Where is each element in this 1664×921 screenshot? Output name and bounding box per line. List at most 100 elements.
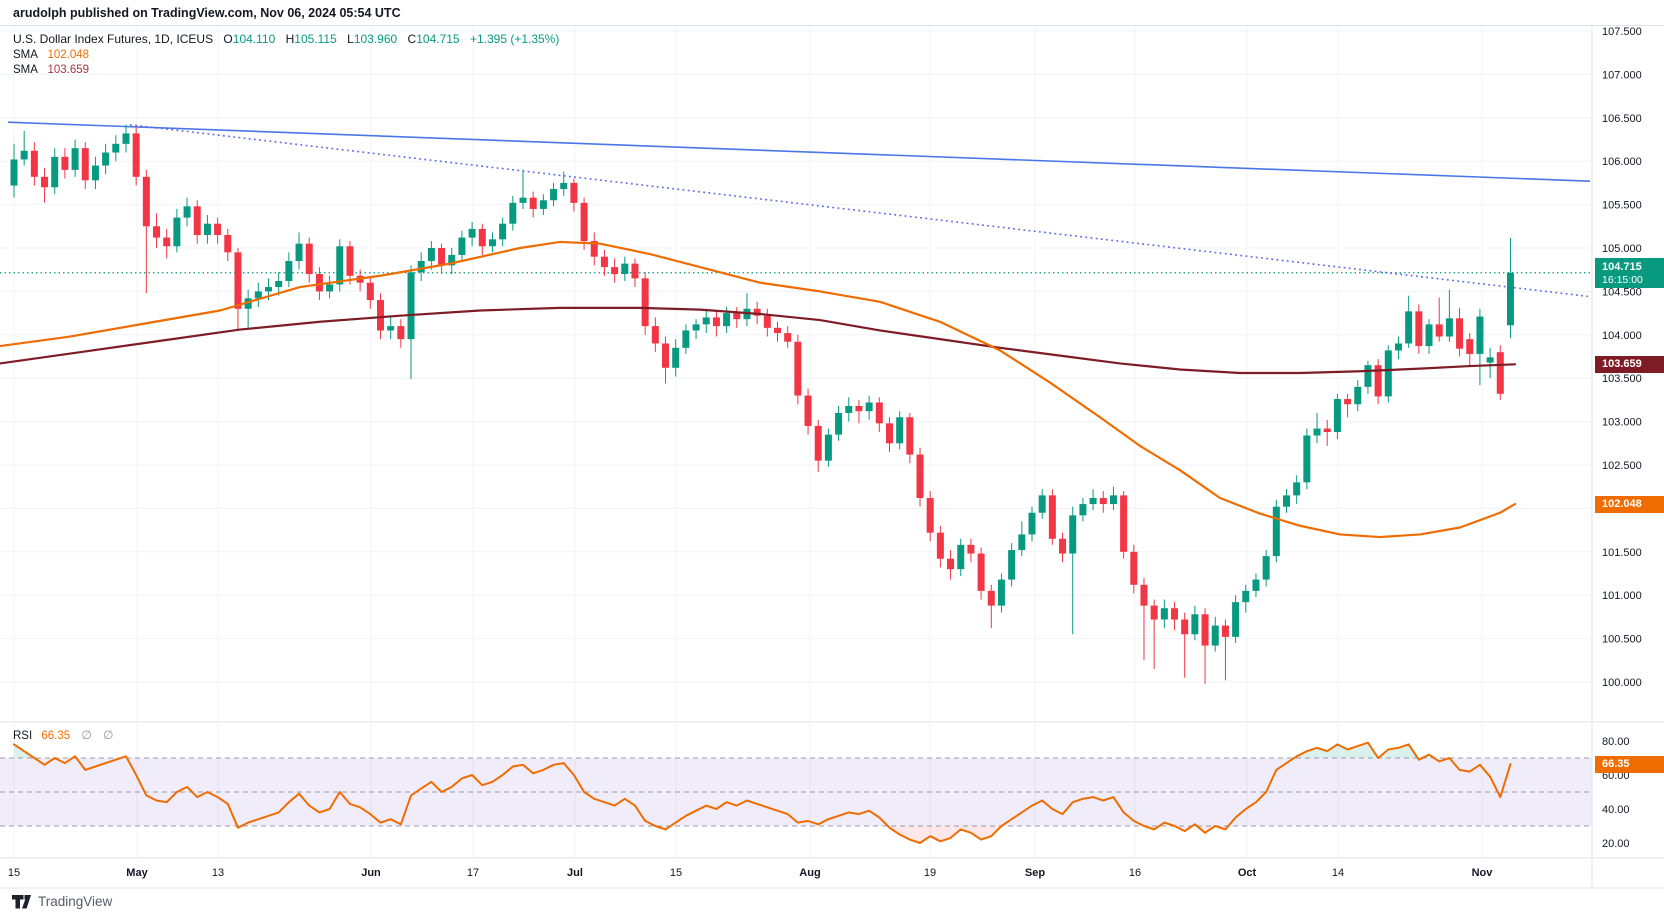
candle[interactable] [1150, 599, 1158, 669]
candle[interactable] [600, 249, 608, 276]
candle[interactable] [295, 232, 303, 270]
candle[interactable] [81, 142, 89, 189]
candle[interactable] [875, 397, 883, 433]
candle[interactable] [763, 308, 771, 337]
candle[interactable] [1333, 393, 1341, 439]
candle[interactable] [346, 241, 354, 285]
candle[interactable] [1201, 608, 1209, 684]
candle[interactable] [1506, 238, 1514, 339]
candle[interactable] [987, 584, 995, 629]
candle[interactable] [1496, 345, 1504, 400]
candle[interactable] [997, 573, 1005, 613]
candle[interactable] [712, 310, 720, 337]
candle[interactable] [305, 237, 313, 283]
candle[interactable] [519, 169, 527, 209]
candle[interactable] [1262, 550, 1270, 587]
candle[interactable] [438, 243, 446, 275]
candle[interactable] [977, 547, 985, 600]
tradingview-logo[interactable]: TradingView [12, 894, 112, 909]
sma-slow-line[interactable] [0, 306, 1517, 375]
candle[interactable] [1109, 486, 1117, 511]
candle[interactable] [1415, 304, 1423, 354]
candle[interactable] [417, 252, 425, 281]
candle[interactable] [163, 228, 171, 259]
candle[interactable] [743, 293, 751, 327]
candle[interactable] [1405, 295, 1413, 348]
candle[interactable] [539, 194, 547, 216]
candle[interactable] [1486, 347, 1494, 379]
candle[interactable] [651, 317, 659, 353]
candle[interactable] [733, 307, 741, 328]
candle[interactable] [1456, 307, 1464, 357]
candle[interactable] [1191, 605, 1199, 641]
candle[interactable] [30, 142, 38, 186]
candle[interactable] [1221, 619, 1229, 681]
candle[interactable] [936, 525, 944, 568]
symbol-title[interactable]: U.S. Dollar Index Futures, 1D, ICEUS [13, 32, 214, 46]
candle[interactable] [1466, 333, 1474, 366]
candle[interactable] [662, 336, 670, 384]
candle[interactable] [254, 282, 262, 308]
candle[interactable] [41, 168, 49, 203]
candle[interactable] [244, 289, 252, 328]
candle[interactable] [529, 191, 537, 218]
candle[interactable] [672, 339, 680, 377]
candle[interactable] [427, 241, 435, 270]
candle[interactable] [275, 272, 283, 296]
candle[interactable] [824, 428, 832, 467]
candle[interactable] [1059, 532, 1067, 563]
candle[interactable] [1069, 506, 1077, 635]
candle[interactable] [1476, 308, 1484, 386]
candle[interactable] [896, 411, 904, 450]
candle[interactable] [814, 419, 822, 472]
candle[interactable] [387, 317, 395, 340]
candle[interactable] [51, 148, 59, 195]
candle[interactable] [1099, 491, 1107, 513]
candle[interactable] [448, 248, 456, 275]
candle[interactable] [845, 397, 853, 422]
candle[interactable] [1038, 489, 1046, 519]
candle[interactable] [1232, 595, 1240, 643]
candle[interactable] [468, 221, 476, 247]
candle[interactable] [1028, 506, 1036, 542]
candle[interactable] [1293, 475, 1301, 505]
candle[interactable] [926, 491, 934, 542]
candle[interactable] [550, 182, 558, 207]
candle[interactable] [1344, 393, 1352, 418]
candle[interactable] [580, 197, 588, 250]
candle[interactable] [641, 272, 649, 335]
candle[interactable] [142, 169, 150, 294]
candle[interactable] [478, 223, 486, 255]
candle[interactable] [1242, 584, 1250, 613]
sma-fast-label[interactable]: SMA [13, 49, 38, 61]
candle[interactable] [774, 321, 781, 342]
candle[interactable] [1283, 489, 1290, 513]
candle[interactable] [1384, 345, 1392, 403]
candle[interactable] [397, 319, 405, 348]
candle[interactable] [203, 215, 211, 244]
sma-fast-line[interactable] [0, 240, 1517, 539]
candle[interactable] [1130, 544, 1138, 594]
candle[interactable] [214, 217, 222, 244]
candle[interactable] [1089, 489, 1097, 511]
candle[interactable] [1323, 419, 1331, 446]
candle[interactable] [153, 213, 161, 248]
candle[interactable] [173, 208, 181, 253]
rsi-label[interactable]: RSI [13, 730, 33, 742]
candle[interactable] [193, 200, 201, 244]
candle[interactable] [1313, 412, 1321, 444]
candle[interactable] [285, 252, 293, 288]
candle[interactable] [1425, 319, 1433, 354]
candle[interactable] [326, 275, 334, 299]
candle[interactable] [1374, 359, 1382, 405]
candle[interactable] [61, 148, 69, 179]
candle[interactable] [682, 324, 690, 354]
candle[interactable] [499, 217, 507, 247]
candle[interactable] [1445, 289, 1453, 342]
candle[interactable] [336, 239, 344, 292]
candle[interactable] [794, 334, 802, 405]
sma-slow-label[interactable]: SMA [13, 64, 38, 76]
candle[interactable] [132, 126, 140, 186]
candle[interactable] [1181, 612, 1189, 678]
